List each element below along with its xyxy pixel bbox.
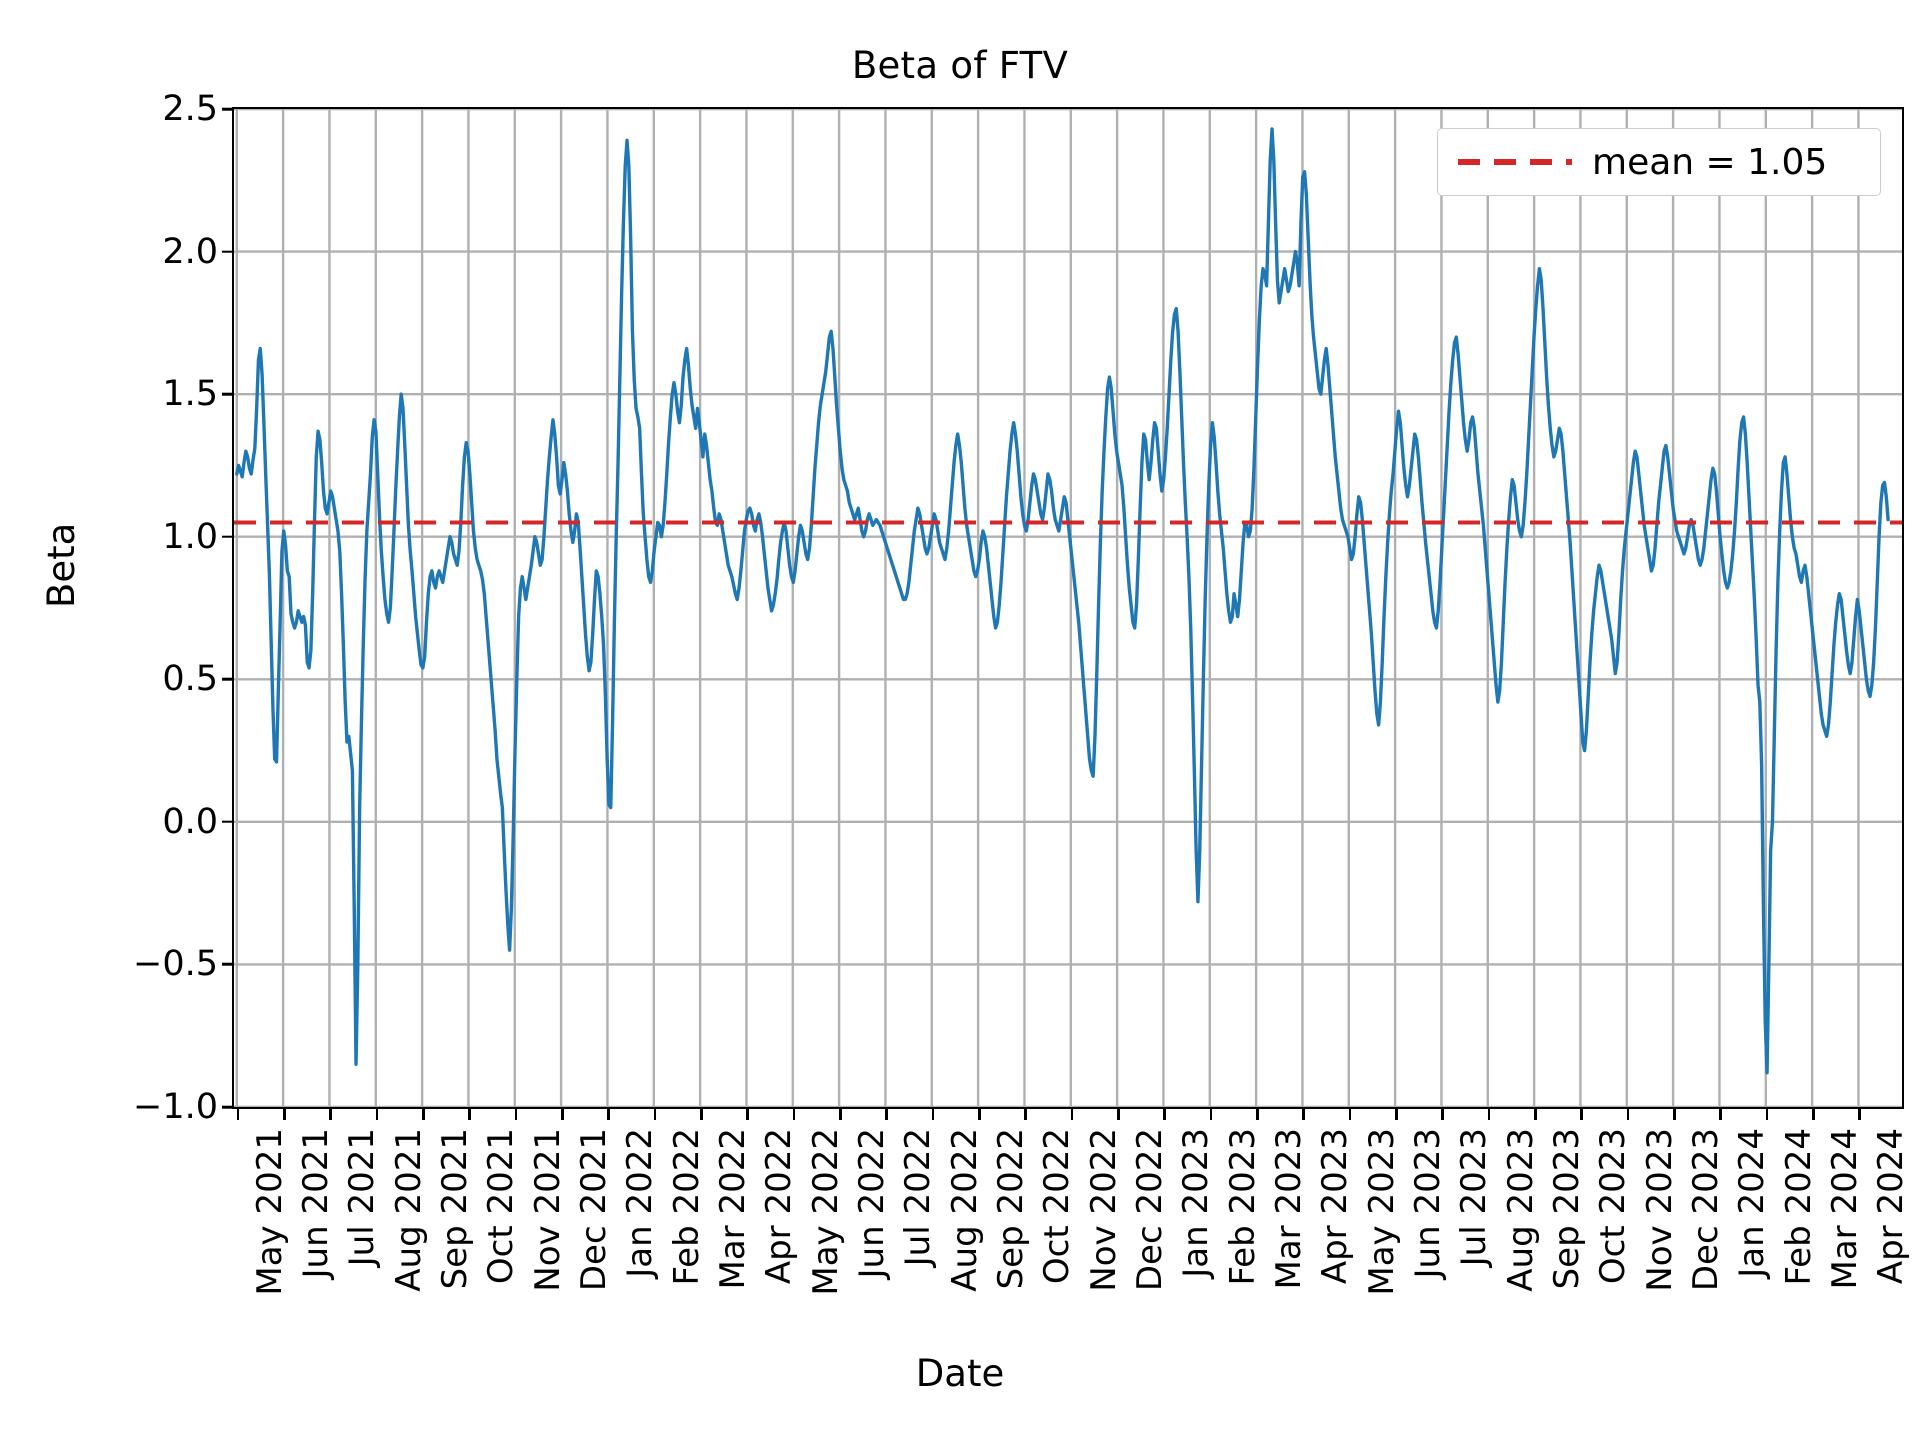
x-axis-tick-mark <box>1256 1109 1259 1120</box>
x-axis-tick-mark <box>561 1109 564 1120</box>
x-axis-tick-label: Oct 2022 <box>1037 1128 1078 1285</box>
x-axis-tick-mark <box>1024 1109 1028 1120</box>
x-axis-tick-mark <box>792 1109 796 1120</box>
x-axis-tick-label: Aug 2023 <box>1500 1128 1541 1292</box>
x-axis-tick-label: Jan 2022 <box>620 1128 661 1278</box>
x-axis-tick-label: Jan 2024 <box>1732 1128 1773 1278</box>
x-axis-tick-mark <box>978 1109 981 1120</box>
x-axis-tick-mark <box>931 1109 935 1120</box>
y-axis-tick-mark <box>222 250 233 253</box>
x-axis-tick-label: Aug 2022 <box>944 1128 985 1292</box>
x-axis-tick-mark <box>1441 1109 1445 1120</box>
y-axis-tick-label: 0.5 <box>162 659 218 700</box>
y-axis-tick-label: 2.5 <box>162 89 218 129</box>
x-axis-tick-label: Aug 2021 <box>388 1128 429 1292</box>
x-axis-tick-mark <box>1302 1109 1306 1120</box>
x-axis-tick-label: May 2022 <box>805 1128 846 1296</box>
x-axis-tick-label: Feb 2023 <box>1222 1128 1263 1286</box>
x-axis-tick-label: Mar 2022 <box>713 1128 754 1290</box>
x-axis-tick-mark <box>283 1109 286 1120</box>
x-axis-tick-mark <box>1209 1109 1213 1120</box>
x-axis-tick-label: Sep 2023 <box>1547 1128 1588 1290</box>
y-axis-tick-label: 2.0 <box>162 231 218 272</box>
x-axis-tick-mark <box>746 1109 750 1120</box>
x-axis-tick-mark <box>607 1109 611 1120</box>
y-axis-label: Beta <box>40 522 83 608</box>
x-axis-tick-label: Nov 2021 <box>527 1128 568 1292</box>
x-axis-tick-label: Dec 2023 <box>1686 1128 1727 1292</box>
legend-label: mean = 1.05 <box>1592 141 1828 183</box>
y-axis-tick-label: 1.0 <box>162 516 218 557</box>
x-axis-tick-mark <box>1348 1109 1352 1120</box>
y-axis-tick-mark <box>222 963 233 966</box>
x-axis-tick-mark <box>236 1109 240 1120</box>
legend-dashed-line-icon <box>1458 159 1572 165</box>
x-axis-tick-label: May 2023 <box>1361 1128 1402 1296</box>
x-axis-tick-mark <box>329 1109 333 1120</box>
x-axis-tick-mark <box>468 1109 472 1120</box>
x-axis-tick-mark <box>1812 1109 1815 1120</box>
x-axis-tick-label: Nov 2023 <box>1639 1128 1680 1292</box>
x-axis-tick-label: Apr 2023 <box>1315 1128 1356 1285</box>
x-axis-tick-label: Jul 2021 <box>342 1128 383 1267</box>
y-axis-tick-label: 0.0 <box>162 801 218 842</box>
plot-area <box>232 107 1904 1109</box>
x-axis-tick-mark <box>1580 1109 1584 1120</box>
y-axis-tick-mark <box>222 535 233 538</box>
beta-series-line <box>235 127 1890 1075</box>
chart-title: Beta of FTV <box>851 44 1069 87</box>
x-axis-tick-label: Sep 2022 <box>991 1128 1032 1290</box>
x-axis-tick-label: Dec 2021 <box>574 1128 615 1292</box>
x-axis-tick-mark <box>839 1109 842 1120</box>
x-axis-tick-label: Mar 2023 <box>1269 1128 1310 1290</box>
x-axis-tick-mark <box>375 1109 379 1120</box>
x-axis-tick-mark <box>1858 1109 1862 1120</box>
legend: mean = 1.05 <box>1437 128 1881 196</box>
x-axis-tick-label: Apr 2024 <box>1871 1128 1912 1285</box>
x-axis-tick-label: Jul 2022 <box>898 1128 939 1267</box>
x-axis-label: Date <box>915 1352 1005 1395</box>
x-axis-tick-mark <box>422 1109 425 1120</box>
x-axis-tick-mark <box>1719 1109 1723 1120</box>
x-axis-tick-mark <box>885 1109 889 1120</box>
y-axis-tick-mark <box>222 677 233 681</box>
x-axis-tick-mark <box>1626 1109 1630 1120</box>
plot-svg <box>234 109 1902 1107</box>
grid-lines <box>234 109 1902 1107</box>
x-axis-tick-label: Apr 2022 <box>759 1128 800 1285</box>
x-axis-tick-mark <box>514 1109 518 1120</box>
y-axis-tick-label: 1.5 <box>162 374 218 415</box>
x-axis-tick-label: Oct 2021 <box>481 1128 522 1285</box>
x-axis-tick-mark <box>1163 1109 1167 1120</box>
x-axis-tick-mark <box>1534 1109 1537 1120</box>
y-axis-tick-mark <box>222 107 233 111</box>
x-axis-tick-label: Mar 2024 <box>1825 1128 1866 1290</box>
x-axis-tick-label: Feb 2024 <box>1778 1128 1819 1286</box>
y-axis-tick-mark <box>222 392 233 396</box>
x-axis-tick-label: Sep 2021 <box>435 1128 476 1290</box>
y-axis-tick-label: −1.0 <box>133 1087 218 1127</box>
y-axis-tick-mark <box>222 820 233 824</box>
x-axis-tick-label: Feb 2022 <box>666 1128 707 1286</box>
x-axis-tick-mark <box>700 1109 703 1120</box>
x-axis-tick-label: Dec 2022 <box>1130 1128 1171 1292</box>
x-axis-tick-mark <box>1395 1109 1398 1120</box>
x-axis-tick-label: Jun 2022 <box>852 1128 893 1279</box>
x-axis-tick-mark <box>1070 1109 1074 1120</box>
x-axis-tick-mark <box>1765 1109 1769 1120</box>
x-axis-tick-label: Jun 2021 <box>296 1128 337 1279</box>
x-axis-tick-label: Jul 2023 <box>1454 1128 1495 1267</box>
x-axis-tick-label: Jun 2023 <box>1408 1128 1449 1279</box>
y-axis-tick-mark <box>222 1105 233 1109</box>
x-axis-tick-mark <box>1673 1109 1676 1120</box>
x-axis-tick-label: Jan 2023 <box>1176 1128 1217 1278</box>
x-axis-tick-mark <box>653 1109 657 1120</box>
x-axis-tick-mark <box>1117 1109 1120 1120</box>
x-axis-tick-mark <box>1487 1109 1491 1120</box>
y-axis-tick-label: −0.5 <box>133 944 218 985</box>
x-axis-tick-label: Nov 2022 <box>1083 1128 1124 1292</box>
x-axis-tick-label: Oct 2023 <box>1593 1128 1634 1285</box>
x-axis-tick-label: May 2021 <box>249 1128 290 1296</box>
